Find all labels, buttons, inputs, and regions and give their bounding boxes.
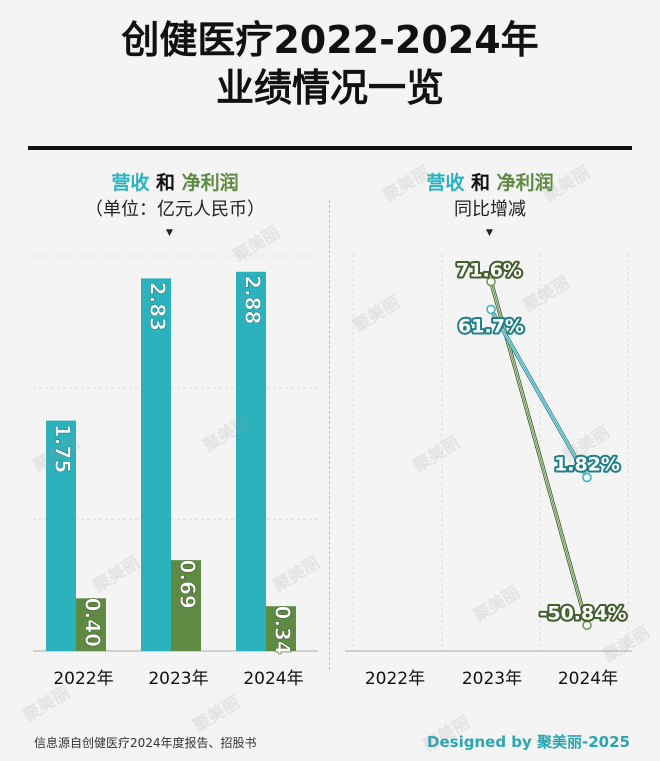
revenue-value-label: 2.88: [241, 275, 265, 324]
bar-x-tick-label: 2023年: [148, 669, 208, 689]
right-panel-subtitle: 同比增减: [454, 199, 526, 220]
right-panel-title: 营收 和 净利润: [345, 170, 635, 196]
profit-value-label: 0.34: [271, 606, 295, 655]
footer-source: 信息源自创健医疗2024年度报告、招股书: [34, 736, 257, 750]
footer-credit: Designed by 聚美丽-2025: [427, 733, 630, 751]
left-title-and: 和: [155, 172, 175, 194]
profit-bar: [171, 560, 201, 651]
page-title: 创健医疗2022-2024年 业绩情况一览: [0, 16, 660, 112]
left-title-revenue: 营收: [111, 172, 150, 194]
profit-bar: [76, 598, 106, 651]
profit-line-label: -50.84%: [539, 603, 626, 625]
profit-value-label: 0.69: [176, 559, 200, 608]
left-caret-icon: ▼: [166, 228, 173, 238]
profit-point: [486, 276, 496, 287]
revenue-bar: [141, 278, 171, 651]
right-title-revenue: 营收: [426, 172, 465, 194]
line-x-tick-label: 2022年: [365, 669, 425, 689]
left-panel-subtitle: （单位：亿元人民币）: [85, 199, 265, 220]
revenue-bar: [236, 271, 266, 651]
profit-line-label: 71.6%: [456, 260, 522, 282]
revenue-line-label: 1.82%: [554, 454, 620, 476]
right-caret-icon: ▼: [486, 228, 493, 238]
profit-point: [582, 620, 592, 631]
revenue-line: [490, 308, 588, 479]
line-x-tick-label: 2024年: [558, 669, 618, 689]
revenue-point: [486, 304, 496, 315]
panel-divider: [329, 200, 330, 670]
bar-x-tick-label: 2022年: [53, 669, 113, 689]
title-line-1: 创健医疗2022-2024年: [121, 18, 539, 62]
bar-x-tick-label: 2024年: [243, 669, 303, 689]
left-title-profit: 净利润: [181, 172, 239, 194]
line-x-tick-label: 2023年: [462, 669, 522, 689]
profit-value-label: 0.40: [81, 598, 105, 647]
revenue-line-label: 61.7%: [458, 316, 524, 338]
right-title-profit: 净利润: [496, 172, 554, 194]
left-panel-title: 营收 和 净利润: [30, 170, 320, 196]
revenue-point: [582, 472, 592, 483]
revenue-value-label: 1.75: [51, 424, 75, 473]
title-line-2: 业绩情况一览: [215, 66, 444, 110]
title-rule: [28, 146, 632, 150]
revenue-value-label: 2.83: [146, 282, 170, 331]
right-title-and: 和: [470, 172, 490, 194]
profit-bar: [266, 606, 296, 651]
revenue-bar: [46, 420, 76, 651]
